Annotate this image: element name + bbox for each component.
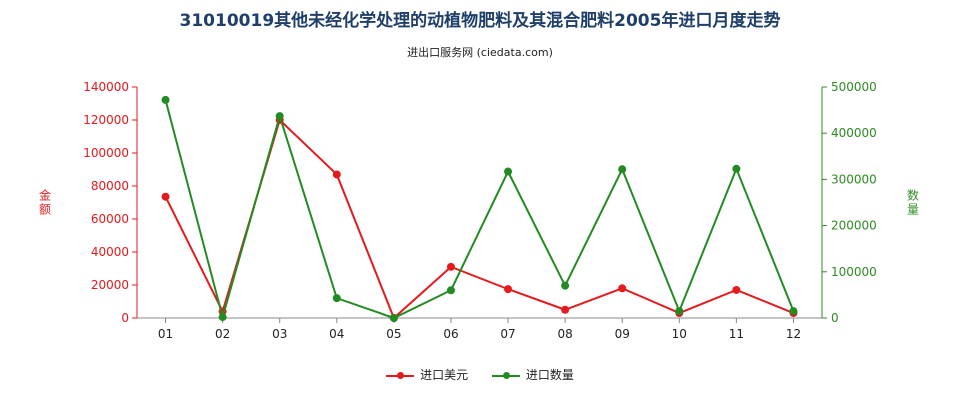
series-1-point <box>332 294 341 303</box>
y-right-label-char: 数 <box>907 188 919 203</box>
x-tick-label: 10 <box>672 327 687 341</box>
legend: 进口美元 进口数量 <box>0 366 960 383</box>
series-0-point <box>732 285 741 294</box>
left-tick-label: 40000 <box>91 245 129 259</box>
left-tick-label: 140000 <box>83 80 129 94</box>
left-tick-label: 0 <box>121 311 129 325</box>
legend-item-usd: 进口美元 <box>386 366 468 383</box>
series-0-point <box>561 305 570 314</box>
right-tick-label: 0 <box>831 311 839 325</box>
left-tick-label: 80000 <box>91 179 129 193</box>
series-1-point <box>618 165 627 174</box>
left-tick-label: 120000 <box>83 113 129 127</box>
y-left-label-char: 额 <box>39 203 51 217</box>
chart-subtitle: 进出口服务网 (ciedata.com) <box>407 46 553 59</box>
series-1-point <box>789 307 798 316</box>
x-tick-label: 02 <box>215 327 230 341</box>
y-right-label: 数量 <box>907 188 919 217</box>
series-line-0 <box>164 118 794 320</box>
legend-label-usd: 进口美元 <box>420 368 469 382</box>
series-line-1 <box>164 99 795 321</box>
series-1-point <box>446 286 455 295</box>
right-tick-label: 300000 <box>831 172 877 186</box>
y-left-label: 金额 <box>39 188 51 217</box>
legend-label-quantity: 进口数量 <box>525 368 574 382</box>
series-1-point <box>504 167 513 176</box>
x-tick-label: 11 <box>729 327 744 341</box>
x-tick-label: 05 <box>386 327 401 341</box>
right-tick-label: 100000 <box>831 265 877 279</box>
x-tick-label: 04 <box>329 327 344 341</box>
series-1-point <box>389 314 398 322</box>
legend-item-quantity: 进口数量 <box>491 366 574 383</box>
series-1-point <box>161 95 170 104</box>
x-tick-label: 03 <box>272 327 287 341</box>
right-tick-label: 400000 <box>831 126 877 140</box>
x-tick-label: 12 <box>786 327 801 341</box>
right-tick-label: 500000 <box>831 80 877 94</box>
series-1-point <box>675 307 684 316</box>
series-1-point <box>218 313 227 322</box>
right-tick-label: 200000 <box>831 219 877 233</box>
series-1-point <box>275 112 284 121</box>
series-1-point <box>561 281 570 290</box>
left-tick-label: 60000 <box>91 212 129 226</box>
x-tick-label: 01 <box>158 327 173 341</box>
chart-title: 31010019其他未经化学处理的动植物肥料及其混合肥料2005年进口月度走势 <box>179 11 781 31</box>
series-1-point <box>732 164 741 173</box>
series-0-point <box>161 192 170 201</box>
x-tick-label: 08 <box>557 327 572 341</box>
left-tick-label: 20000 <box>91 278 129 292</box>
series-0-point <box>618 284 627 293</box>
y-left-label-char: 金 <box>39 188 51 203</box>
x-tick-label: 09 <box>615 327 630 341</box>
series-0-point <box>446 262 455 271</box>
x-tick-label: 07 <box>500 327 515 341</box>
y-right-label-char: 量 <box>907 203 919 217</box>
series-0-point <box>332 170 341 179</box>
x-tick-label: 06 <box>443 327 458 341</box>
left-tick-label: 100000 <box>83 146 129 160</box>
series-0-point <box>504 285 513 294</box>
